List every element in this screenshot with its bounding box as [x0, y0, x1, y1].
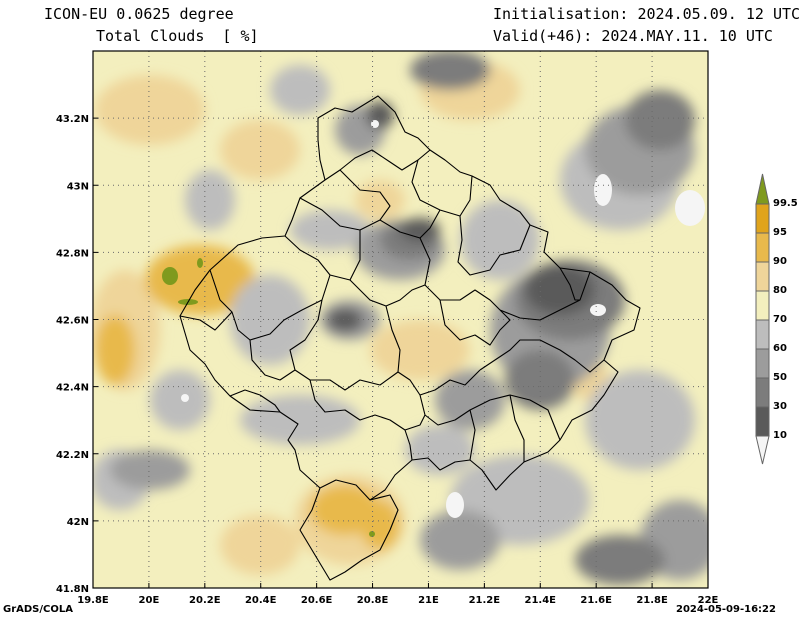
lon-tick-label: 21.6E: [580, 595, 612, 606]
init-time: Initialisation: 2024.05.09. 12 UTC: [493, 5, 800, 23]
colorbar-band: [755, 261, 770, 292]
lon-tick-label: 21.8E: [636, 595, 668, 606]
lon-tick-label: 22E: [698, 595, 719, 606]
lon-tick-label: 20E: [139, 595, 160, 606]
admin-borders: [179, 95, 641, 581]
lat-tick-label: 42.8N: [56, 248, 89, 259]
lon-tick-label: 20.6E: [301, 595, 333, 606]
legend-level-label: 95: [773, 227, 787, 238]
axis-ticks: 19.8E 20E 20.2E 20.4E 20.6E 20.8E 21E 21.2E 21.4…: [56, 114, 719, 606]
legend-level-label: 50: [773, 372, 787, 383]
lon-tick-label: 21E: [418, 595, 439, 606]
lon-tick-label: 20.2E: [189, 595, 221, 606]
lon-tick-label: 21.2E: [469, 595, 501, 606]
lon-tick-label: 20.4E: [245, 595, 277, 606]
lon-tick-label: 21.4E: [525, 595, 557, 606]
colorbar-band: [755, 290, 770, 321]
legend-level-label: 70: [773, 314, 787, 325]
legend-level-label: 10: [773, 430, 787, 441]
lon-tick-label: 19.8E: [77, 595, 109, 606]
legend-level-label: 90: [773, 256, 787, 267]
lat-tick-label: 42.6N: [56, 316, 89, 327]
field-title: Total Clouds [ %]: [96, 27, 259, 45]
colorbar-band: [755, 232, 770, 263]
legend-level-label: 99.5: [773, 198, 798, 209]
lat-tick-label: 42N: [67, 517, 89, 528]
legend-level-label: 30: [773, 401, 787, 412]
lat-tick-label: 43.2N: [56, 114, 89, 125]
footer-credit: GrADS/COLA: [3, 604, 73, 615]
colorbar: [755, 173, 770, 465]
cloud-field: [93, 51, 708, 588]
model-title: ICON-EU 0.0625 degree: [44, 5, 234, 23]
colorbar-band: [755, 406, 770, 437]
footer-timestamp: 2024-05-09-16:22: [676, 604, 776, 615]
valid-time: Valid(+46): 2024.MAY.11. 10 UTC: [493, 27, 773, 45]
colorbar-band: [755, 319, 770, 350]
colorbar-top-arrow: [755, 173, 770, 205]
lat-tick-label: 42.4N: [56, 383, 89, 394]
lat-tick-label: 43N: [67, 181, 89, 192]
legend-level-label: 60: [773, 343, 787, 354]
colorbar-band: [755, 377, 770, 408]
lon-tick-label: 20.8E: [357, 595, 389, 606]
colorbar-band: [755, 348, 770, 379]
lat-tick-label: 42.2N: [56, 450, 89, 461]
colorbar-band: [755, 203, 770, 234]
legend-level-label: 80: [773, 285, 787, 296]
colorbar-bottom-arrow: [755, 435, 770, 465]
lat-tick-label: 41.8N: [56, 584, 89, 595]
